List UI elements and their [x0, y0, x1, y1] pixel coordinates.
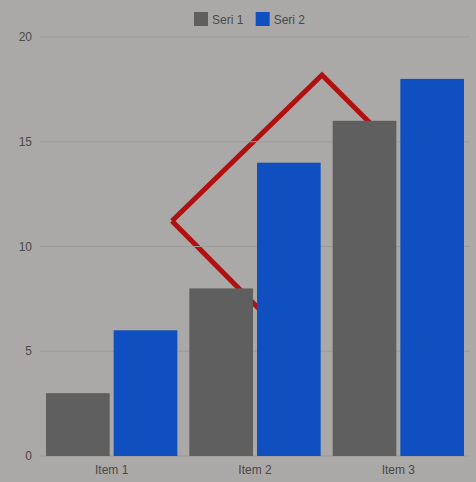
- x-tick-label: Item 3: [382, 463, 416, 477]
- legend: Seri 1 Seri 2: [194, 12, 305, 27]
- y-tick-label: 10: [19, 240, 33, 254]
- bars: [46, 79, 464, 456]
- y-tick-label: 20: [19, 30, 33, 44]
- legend-label: Seri 2: [274, 13, 306, 27]
- bar: [189, 288, 253, 456]
- y-tick-label: 15: [19, 135, 33, 149]
- y-tick-label: 0: [25, 449, 32, 463]
- bar: [114, 330, 178, 456]
- grid-line: [40, 37, 470, 38]
- bar: [333, 121, 397, 456]
- legend-swatch: [194, 12, 208, 26]
- legend-swatch: [256, 12, 270, 26]
- background: [0, 0, 476, 482]
- x-tick-label: Item 2: [238, 463, 272, 477]
- bar: [46, 393, 110, 456]
- y-tick-label: 5: [25, 344, 32, 358]
- x-tick-label: Item 1: [95, 463, 129, 477]
- bar: [400, 79, 464, 456]
- chart: 0 5 10 15 20 Item 1 Item 2 Item 3 Seri 1 Seri 2: [0, 0, 476, 482]
- legend-label: Seri 1: [212, 13, 244, 27]
- bar: [257, 163, 321, 456]
